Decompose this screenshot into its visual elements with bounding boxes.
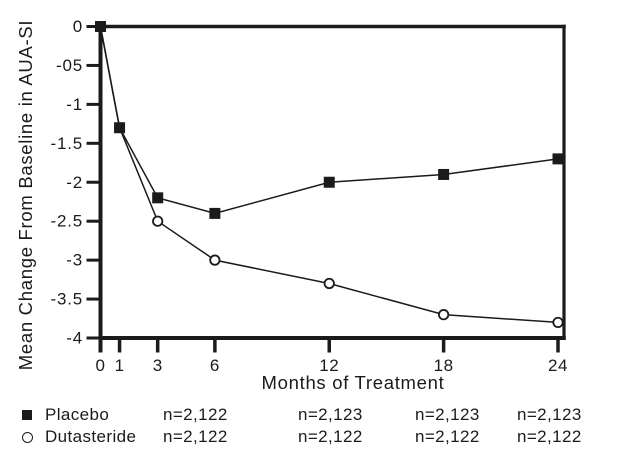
placebo-marker: [323, 176, 335, 188]
filled-square-icon: [22, 410, 32, 420]
x-tick-label: 0: [96, 356, 106, 375]
legend-row-placebo: Placebo n=2,122 n=2,123 n=2,123 n=2,123: [0, 404, 626, 426]
y-tick-label: -3: [66, 251, 83, 270]
y-tick-label: -2: [66, 173, 83, 192]
n-value: n=2,122: [517, 427, 582, 446]
x-tick-label: 24: [548, 356, 568, 375]
n-value: n=2,122: [298, 427, 363, 446]
dutasteride-marker: [209, 254, 221, 266]
n-value: n=2,123: [517, 405, 582, 424]
x-axis-title: Months of Treatment: [261, 372, 445, 393]
placebo-marker: [552, 153, 564, 165]
open-circle-icon: [22, 432, 33, 443]
n-value: n=2,122: [163, 405, 228, 424]
y-tick-label: -1: [66, 95, 83, 114]
y-tick-label: -2.5: [51, 212, 84, 231]
dutasteride-marker: [152, 215, 164, 227]
placebo-marker: [438, 168, 450, 180]
y-tick-label: -3.5: [51, 290, 84, 309]
n-value: n=2,122: [163, 427, 228, 446]
placebo-marker: [114, 122, 126, 134]
n-value: n=2,123: [298, 405, 363, 424]
legend-label: Placebo: [45, 405, 110, 424]
placebo-marker: [209, 207, 221, 219]
y-tick-label: -4: [66, 329, 83, 348]
y-tick-label: -1.5: [51, 134, 84, 153]
x-tick-label: 12: [319, 356, 339, 375]
dutasteride-marker: [323, 277, 335, 290]
x-tick-label: 3: [153, 356, 163, 375]
y-tick-label: -05: [56, 56, 83, 75]
dutasteride-marker: [438, 309, 450, 321]
n-value: n=2,123: [415, 405, 480, 424]
x-tick-label: 6: [210, 356, 220, 375]
legend-label: Dutasteride: [45, 427, 137, 446]
n-value: n=2,122: [415, 427, 480, 446]
legend-row-dutasteride: Dutasteride n=2,122 n=2,122 n=2,122 n=2,122: [0, 426, 626, 448]
dutasteride-marker: [552, 316, 564, 329]
x-tick-label: 18: [434, 356, 454, 375]
placebo-marker: [152, 192, 164, 204]
y-tick-label: 0: [73, 17, 83, 36]
x-tick-label: 1: [115, 356, 125, 375]
placebo-marker: [95, 21, 106, 32]
